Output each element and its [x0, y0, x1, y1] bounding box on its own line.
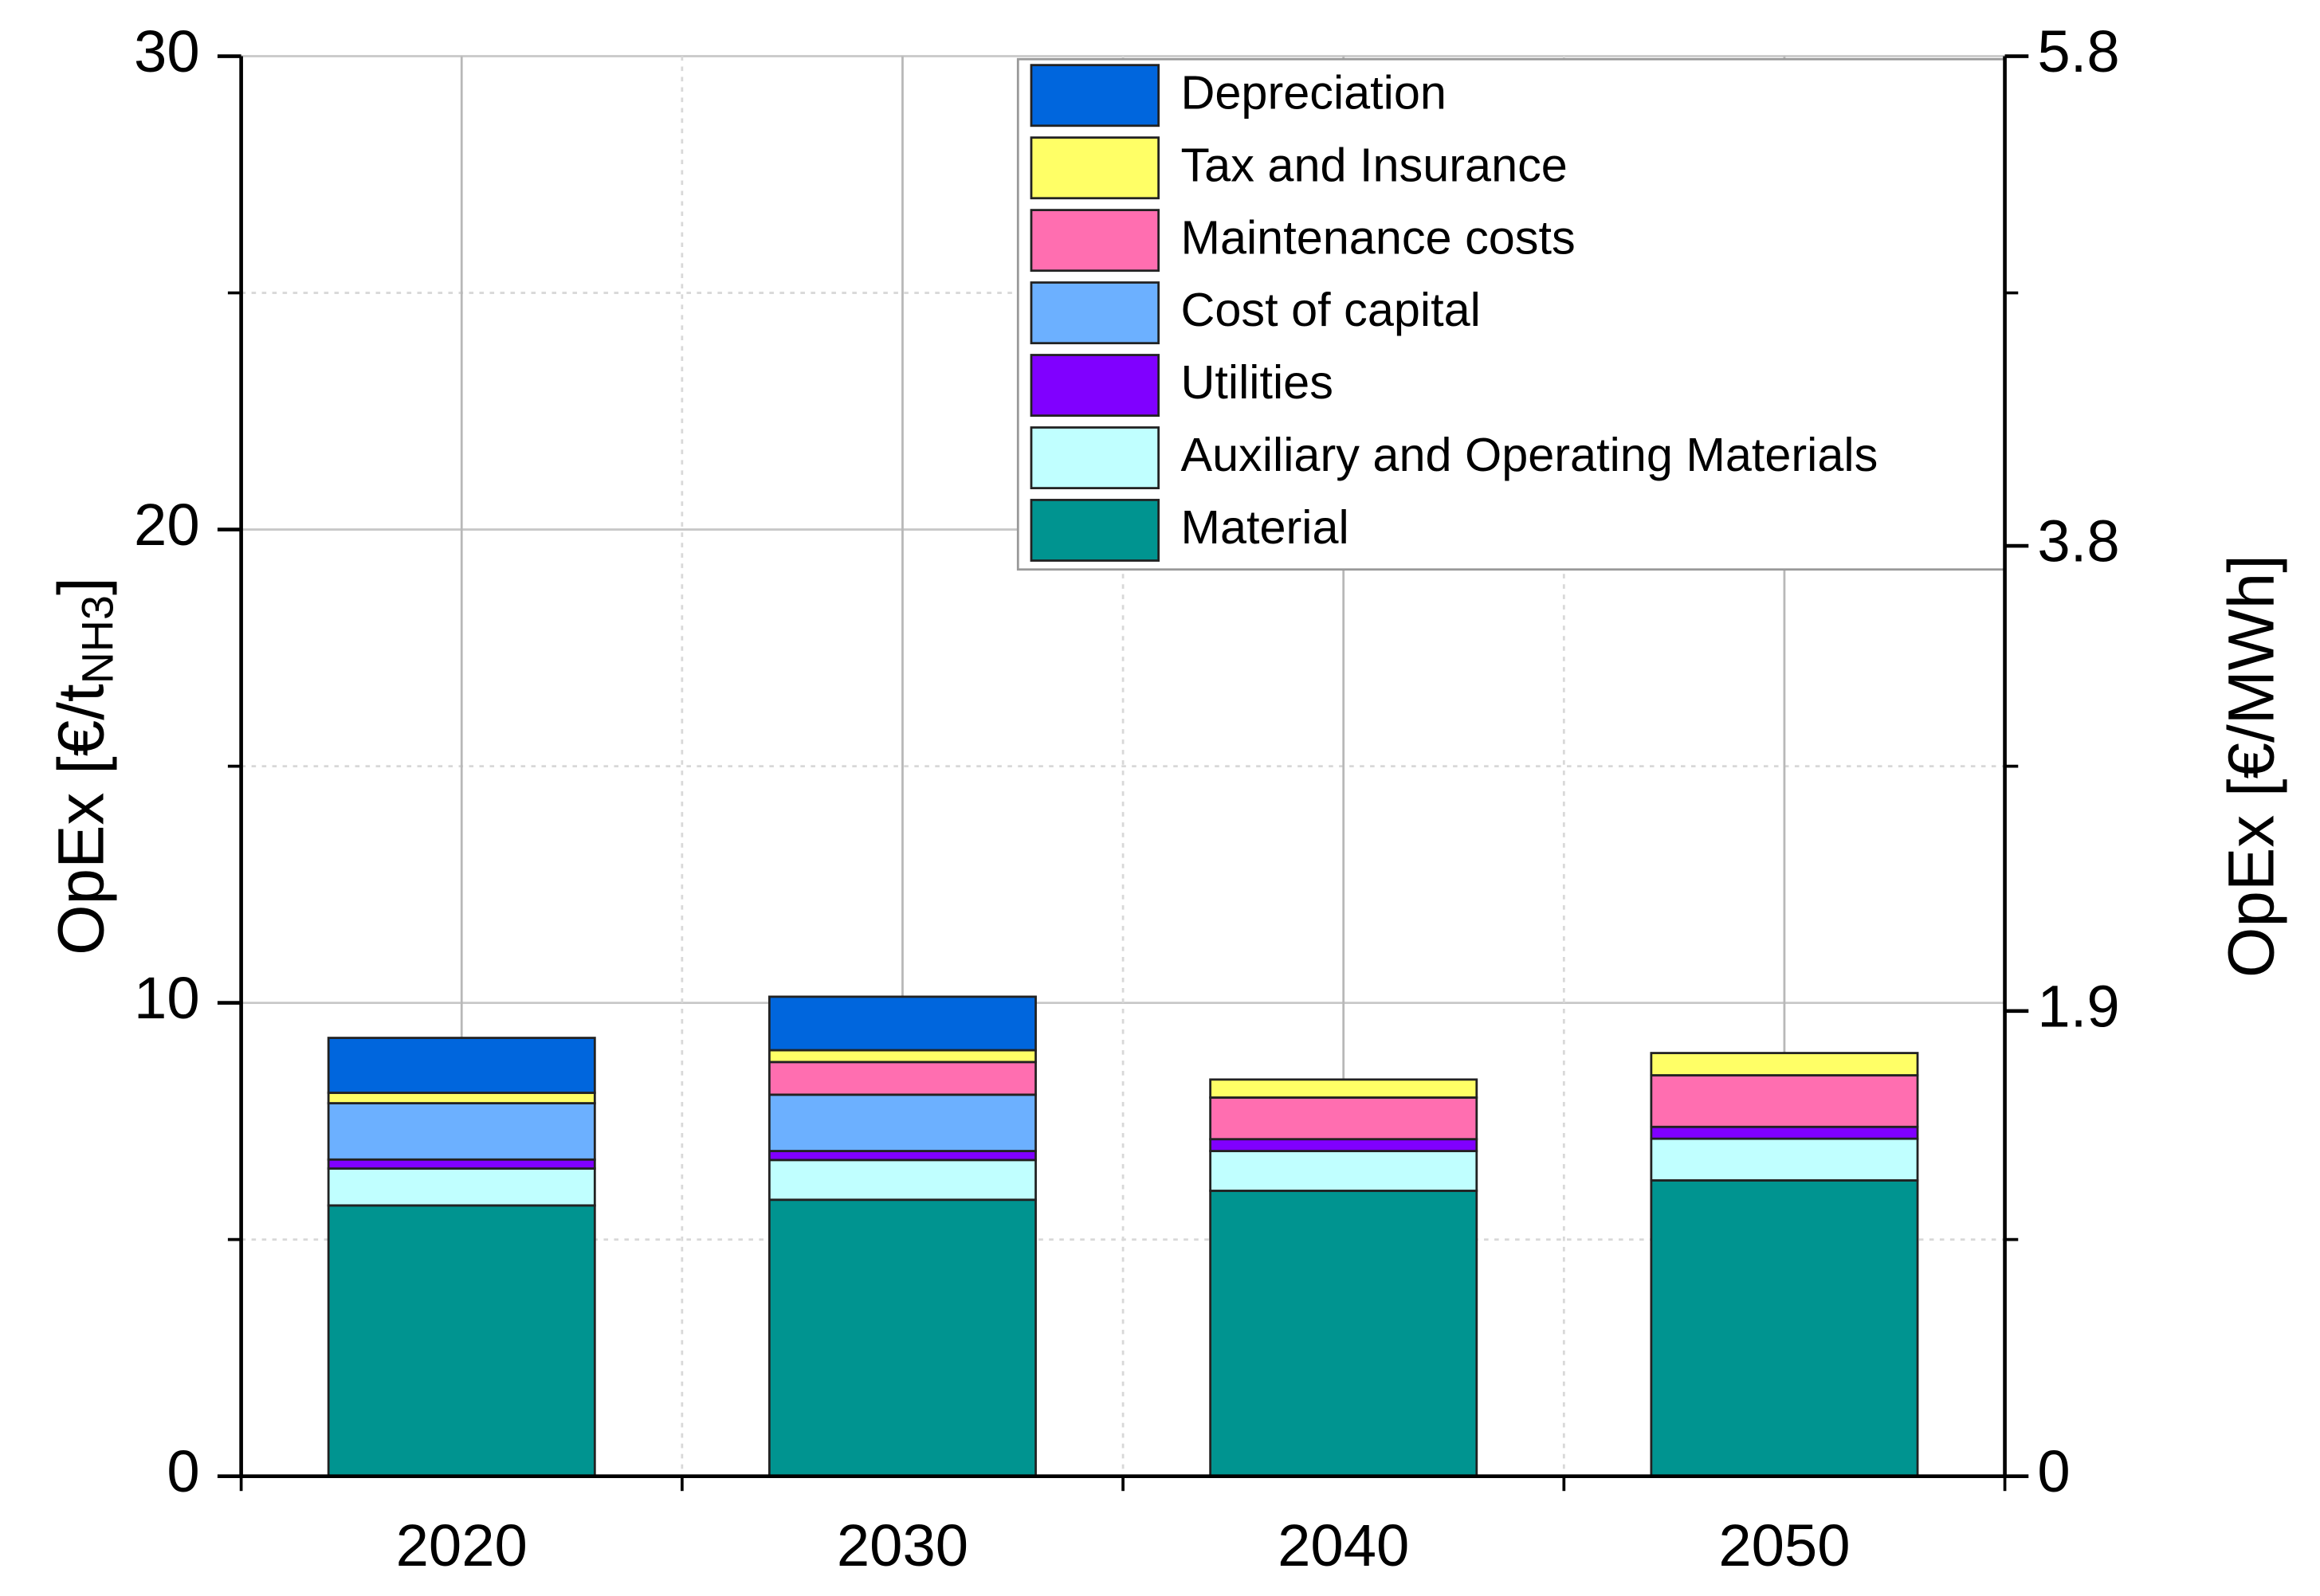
legend-label: Depreciation: [1180, 65, 1446, 119]
legend-label: Cost of capital: [1180, 283, 1480, 336]
bar-segment: [1209, 1096, 1478, 1141]
y-tick-label: 0: [167, 1438, 199, 1504]
bar-segment: [327, 1092, 596, 1104]
legend-swatch: [1030, 354, 1160, 418]
y-tick-label: 30: [134, 18, 200, 84]
bar-segment: [1650, 1074, 1919, 1128]
legend-label: Tax and Insurance: [1180, 138, 1567, 191]
legend-swatch: [1030, 499, 1160, 562]
legend-swatch: [1030, 136, 1160, 200]
y-title-sub: NH3: [73, 595, 122, 684]
bar-segment: [767, 995, 1037, 1052]
y-title-main: OpEx [€/t: [45, 684, 117, 955]
bar-segment: [767, 1093, 1037, 1152]
y-title-end: ]: [45, 577, 117, 595]
legend-label: Utilities: [1180, 355, 1333, 409]
bar-segment: [767, 1150, 1037, 1162]
y2-tick-label: 3.8: [2037, 508, 2119, 574]
x-tick-label: 2030: [837, 1512, 968, 1578]
legend-label: Material: [1180, 500, 1348, 554]
bar-segment: [1650, 1178, 1919, 1478]
bar-segment: [327, 1167, 596, 1207]
bar-segment: [1650, 1052, 1919, 1076]
legend-swatch: [1030, 281, 1160, 345]
y-tick-label: 10: [134, 965, 200, 1031]
bar-segment: [767, 1061, 1037, 1096]
bar-segment: [327, 1204, 596, 1478]
legend-swatch: [1030, 209, 1160, 273]
y2-tick-label: 0: [2037, 1438, 2070, 1504]
legend-label: Maintenance costs: [1180, 210, 1575, 264]
bar-segment: [1209, 1150, 1478, 1192]
bar-segment: [1209, 1078, 1478, 1099]
bar-segment: [767, 1159, 1037, 1202]
bar-segment: [327, 1158, 596, 1170]
x-tick-label: 2020: [396, 1512, 528, 1578]
y2-tick-label: 5.8: [2037, 18, 2119, 84]
bar-segment: [767, 1049, 1037, 1064]
bar-segment: [767, 1198, 1037, 1478]
bar-segment: [327, 1102, 596, 1161]
bar-segment: [1650, 1125, 1919, 1140]
legend-label: Auxiliary and Operating Materials: [1180, 428, 1878, 481]
y2-tick-label: 1.9: [2037, 973, 2119, 1039]
legend-box: [1016, 57, 2006, 571]
legend-swatch: [1030, 426, 1160, 489]
bar-segment: [1650, 1137, 1919, 1182]
x-tick-label: 2050: [1718, 1512, 1850, 1578]
bars: [327, 995, 1919, 1478]
y-axis-title: OpEx [€/tNH3]: [45, 577, 122, 955]
bar-segment: [327, 1037, 596, 1094]
bar-segment: [1209, 1138, 1478, 1152]
legend: Depreciation Tax and Insurance Maintenance…: [1016, 57, 2006, 571]
legend-swatch: [1030, 64, 1160, 127]
x-tick-label: 2040: [1278, 1512, 1409, 1578]
bar-segment: [1209, 1190, 1478, 1478]
y-tick-label: 20: [134, 492, 200, 558]
y2-axis-title: OpEx [€/MWh]: [2216, 555, 2288, 978]
